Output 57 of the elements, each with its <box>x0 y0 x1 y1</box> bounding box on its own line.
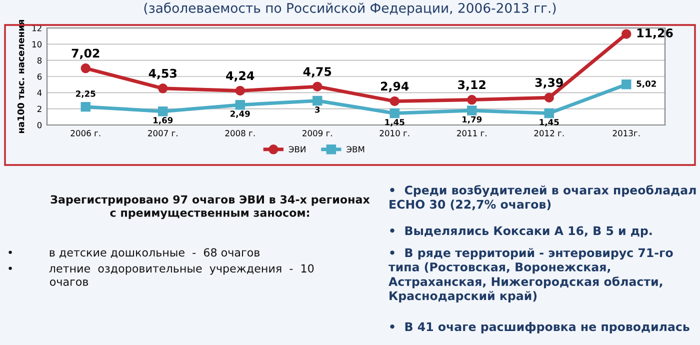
x-tick-label: 2006 г. <box>70 130 100 136</box>
y-tick-label: 2 <box>37 106 42 112</box>
y-tick-label: 0 <box>37 122 42 128</box>
text: • летние оздоровительные учреждения - 10 очагов <box>8 264 314 286</box>
text: • В 41 очаге расшифровка не проводилась <box>390 322 690 334</box>
y-axis-title: на100 тыс. населения <box>17 20 24 134</box>
legend-label: ЭВМ <box>346 146 364 152</box>
data-label: 2,94 <box>380 82 409 92</box>
point <box>544 108 554 118</box>
point <box>467 94 477 105</box>
point <box>80 63 90 74</box>
data-label: 3,12 <box>458 80 486 91</box>
data-label: 4,53 <box>148 68 176 80</box>
legend-label: ЭВИ <box>288 146 306 152</box>
point <box>158 84 168 94</box>
x-tick-label: 2012 г. <box>534 130 564 136</box>
x-tick-label: 2009 г. <box>302 130 332 136</box>
data-label: 4,75 <box>303 67 332 78</box>
data-label: 4,24 <box>226 71 254 82</box>
text: • В ряде территорий - энтеровирус 71-го типа (Ростовская, Воронежская, Астраханская, Нижегородская области, Краснодарский край) <box>388 248 673 302</box>
data-label: 7,02 <box>72 48 100 60</box>
point <box>544 92 554 102</box>
chart-title: (заболеваемость по Российской Федерации, 2006-2013 гг.) <box>144 2 556 16</box>
text: Зарегистрировано 97 очагов ЭВИ в 34-х регионах с преимущественным заносом: <box>50 195 370 220</box>
data-label: 1,69 <box>154 117 173 124</box>
point <box>390 96 400 106</box>
x-tick-label: 2010 г. <box>380 130 410 136</box>
x-tick-label: 2013г. <box>612 130 640 136</box>
text: • в детские дошкольные - 68 очагов <box>8 248 260 258</box>
data-label: 3 <box>315 106 320 113</box>
x-tick-label: 2007 г. <box>148 130 178 136</box>
data-label: 5,02 <box>636 80 656 88</box>
point <box>312 82 322 92</box>
point <box>235 100 245 110</box>
point <box>622 29 632 39</box>
y-tick-label: 4 <box>37 90 42 96</box>
data-label: 3,39 <box>535 78 563 88</box>
data-label: 1,45 <box>385 119 404 126</box>
point <box>467 106 477 116</box>
point <box>312 96 322 106</box>
x-tick-label: 2008 г. <box>225 130 255 136</box>
point <box>80 102 90 112</box>
y-tick-label: 10 <box>32 41 42 48</box>
text: • Среди возбудителей в очагах преобладал ECHO 30 (22,7% очагов) <box>390 185 696 210</box>
data-label: 11,26 <box>637 28 673 39</box>
data-label: 2,25 <box>76 90 96 98</box>
y-tick-label: 8 <box>37 57 42 64</box>
point <box>622 80 632 90</box>
text: • Выделялись Коксаки А 16, В 5 и др. <box>390 226 652 238</box>
point <box>235 86 245 96</box>
x-tick-label: 2011 г. <box>457 130 486 136</box>
data-label: 1,45 <box>540 119 559 126</box>
point <box>390 108 400 118</box>
data-label: 1,79 <box>462 116 482 124</box>
data-label: 2,49 <box>230 110 250 118</box>
point <box>158 106 168 116</box>
y-tick-label: 6 <box>37 73 42 80</box>
